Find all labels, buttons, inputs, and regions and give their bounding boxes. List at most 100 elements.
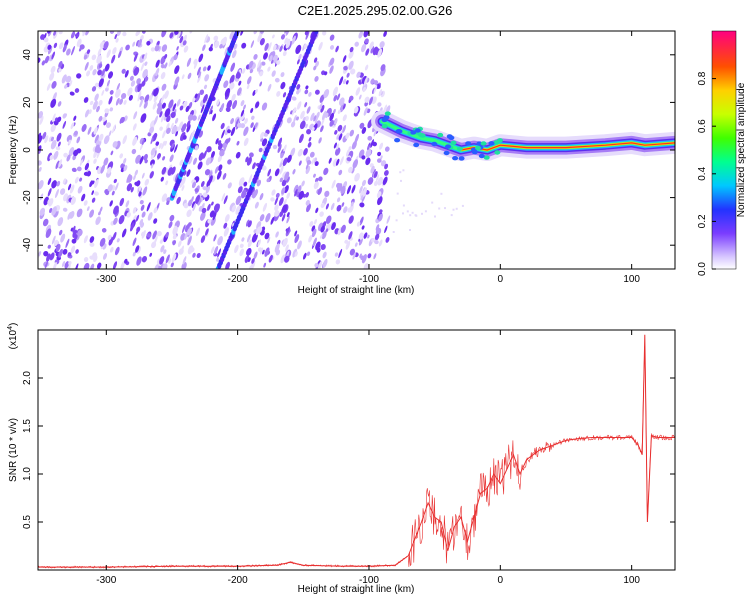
spectrogram-noise-cell <box>42 131 47 140</box>
spectrogram-noise-cell <box>223 222 228 229</box>
spectrogram-noise-cell <box>242 68 246 74</box>
spectrogram-noise-cell <box>141 211 146 218</box>
spectrogram-noise-cell <box>320 125 324 133</box>
spectrogram-noise-cell <box>211 151 215 158</box>
spectrogram-noise-cell <box>248 152 254 158</box>
spectrogram-noise-cell <box>142 31 146 34</box>
spectrogram-noise-cell <box>161 102 166 109</box>
spectrogram-noise-cell <box>241 42 247 49</box>
spectrogram-noise-cell <box>290 121 296 128</box>
spectrogram-noise-cell <box>297 148 303 157</box>
spectrogram-noise-cell <box>193 60 198 69</box>
spectrogram-noise-cell <box>267 168 272 177</box>
spectrogram-noise-cell <box>102 116 107 122</box>
spectrogram-noise-cell <box>168 221 173 229</box>
spectrogram-noise-cell <box>378 239 383 247</box>
spectrogram-noise-cell <box>70 122 75 130</box>
colorbar-tick-label: 0.6 <box>697 119 708 133</box>
spectrogram-noise-cell <box>371 237 375 243</box>
spectrogram-noise-cell <box>284 171 290 181</box>
spectrogram-noise-cell <box>345 148 350 157</box>
spectrogram-noise-cell <box>186 169 191 177</box>
spectrogram-noise-cell <box>359 94 362 100</box>
spectrogram-noise-cell <box>363 76 368 86</box>
spectrogram-noise-cell <box>286 226 290 234</box>
spectrogram-noise-cell <box>361 127 367 134</box>
snr-ytick-label: 1.0 <box>22 467 33 481</box>
spectrogram-noise-cell <box>133 53 138 62</box>
spectrogram-noise-cell <box>280 34 286 40</box>
spectrogram-noise-cell <box>140 113 147 123</box>
spectrogram-noise-cell <box>177 240 182 248</box>
spectrogram-noise-cell <box>183 202 189 209</box>
spectrogram-noise-cell <box>124 70 129 78</box>
spectrogram-noise-cell <box>88 109 92 115</box>
spectrogram-noise-cell <box>252 90 256 96</box>
spectrogram-noise-cell <box>202 186 208 191</box>
spectrogram-noise-cell <box>184 231 188 240</box>
spectrogram-noise-cell <box>254 122 258 129</box>
spectrogram-noise-cell <box>314 161 319 167</box>
spectrogram-noise-cell <box>197 161 203 170</box>
spectrogram-noise-cell <box>77 185 83 194</box>
spectrogram-noise-cell <box>216 257 220 262</box>
spectrogram-noise-cell <box>108 130 112 137</box>
spectrogram-noise-cell <box>373 171 378 178</box>
spectrogram-noise-cell <box>105 87 109 92</box>
spectrogram-noise-cell <box>200 235 206 243</box>
spectrogram-noise-cell <box>197 114 201 121</box>
spectrogram-carrier-blob <box>456 146 463 151</box>
spectrogram-noise-cell <box>92 69 97 76</box>
spectrogram-noise-cell <box>89 209 95 218</box>
spectrogram-noise-cell <box>202 44 206 52</box>
snr-xtick-label: -300 <box>96 575 116 586</box>
spectrogram-noise-cell <box>290 147 296 157</box>
spectrogram-noise-cell <box>305 192 310 198</box>
spectrogram-noise-cell <box>202 94 208 104</box>
spectrogram-noise-cell <box>277 137 283 147</box>
spectrogram-noise-cell <box>108 237 114 246</box>
spectrogram-noise-cell <box>91 86 97 92</box>
spectrogram-noise-cell <box>174 144 178 153</box>
spectrogram-noise-cell <box>70 31 76 39</box>
spectrogram-carrier-blob <box>465 141 472 146</box>
spectrogram-noise-cell <box>315 177 319 183</box>
spectrogram-noise-cell <box>100 164 105 174</box>
spectrogram-noise-cell <box>356 221 361 227</box>
spectrogram-noise-cell <box>221 129 225 139</box>
spectrogram-noise-cell <box>126 211 131 218</box>
spectrogram-noise-cell <box>250 40 255 48</box>
spectrogram-noise-cell <box>64 84 68 89</box>
spectrogram-noise-cell <box>323 71 328 76</box>
spectrogram-noise-cell <box>280 254 286 264</box>
spectrogram-noise-cell <box>364 64 369 71</box>
spectrogram-noise-cell <box>239 248 244 257</box>
spectrogram-noise-cell <box>256 62 262 72</box>
spectrogram-sparse-cell <box>444 207 446 210</box>
spectrogram-noise-cell <box>50 124 56 133</box>
spectrogram-noise-cell <box>234 244 239 254</box>
spectrogram-noise-cell <box>281 187 286 195</box>
spectrogram-noise-cell <box>138 191 142 197</box>
spectrogram-noise-cell <box>354 41 359 47</box>
spectrogram-heatmap <box>38 31 675 269</box>
spectrogram-noise-cell <box>172 103 177 112</box>
spectrogram-noise-cell <box>359 253 362 258</box>
spectrogram-noise-cell <box>121 68 126 74</box>
spectrogram-noise-cell <box>224 214 230 223</box>
spectrogram-noise-cell <box>194 93 198 99</box>
spectrogram-noise-cell <box>294 230 298 237</box>
spectrogram-noise-cell <box>38 180 44 190</box>
spectrogram-noise-cell <box>73 115 77 121</box>
spectrogram-noise-cell <box>144 159 148 164</box>
spectrogram-noise-cell <box>61 260 66 268</box>
spectrogram-ytick-label: -40 <box>22 238 33 253</box>
spectrogram-noise-cell <box>248 174 253 184</box>
spectrogram-noise-cell <box>343 65 348 71</box>
spectrogram-noise-cell <box>203 84 208 90</box>
spectrogram-noise-cell <box>255 101 260 109</box>
spectrogram-noise-cell <box>139 98 144 108</box>
spectrogram-noise-cell <box>331 179 336 189</box>
spectrogram-noise-cell <box>127 174 133 183</box>
spectrogram-noise-cell <box>314 263 319 268</box>
